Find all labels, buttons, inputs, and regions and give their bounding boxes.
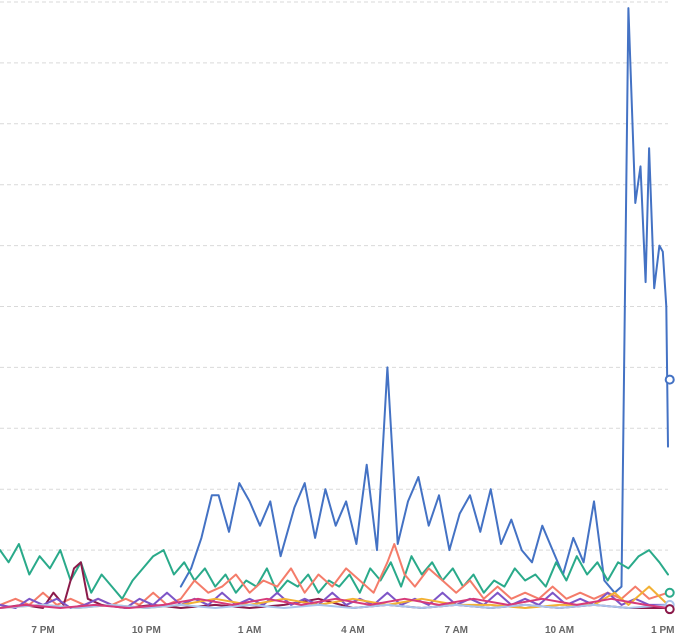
end-marker-0 (664, 374, 675, 385)
x-tick-label: 10 PM (132, 625, 161, 636)
x-tick-label: 1 AM (238, 625, 262, 636)
series-line-2 (0, 543, 669, 606)
series-layer (0, 7, 669, 609)
end-marker-1 (664, 587, 675, 598)
x-tick-label: 4 AM (341, 625, 365, 636)
series-line-0 (179, 7, 669, 594)
series-line-1 (0, 543, 669, 600)
series-line-6 (0, 603, 669, 609)
gridlines (0, 1, 668, 551)
x-tick-label: 1 PM (651, 625, 674, 636)
x-axis-ticks: 7 PM 10 PM 1 AM 4 AM 7 AM 10 AM 1 PM (31, 625, 674, 636)
end-marker-3 (664, 604, 675, 615)
x-tick-label: 7 AM (444, 625, 468, 636)
series-line-7 (0, 597, 669, 609)
end-markers (664, 374, 675, 615)
x-tick-label: 7 PM (31, 625, 54, 636)
x-tick-label: 10 AM (545, 625, 574, 636)
